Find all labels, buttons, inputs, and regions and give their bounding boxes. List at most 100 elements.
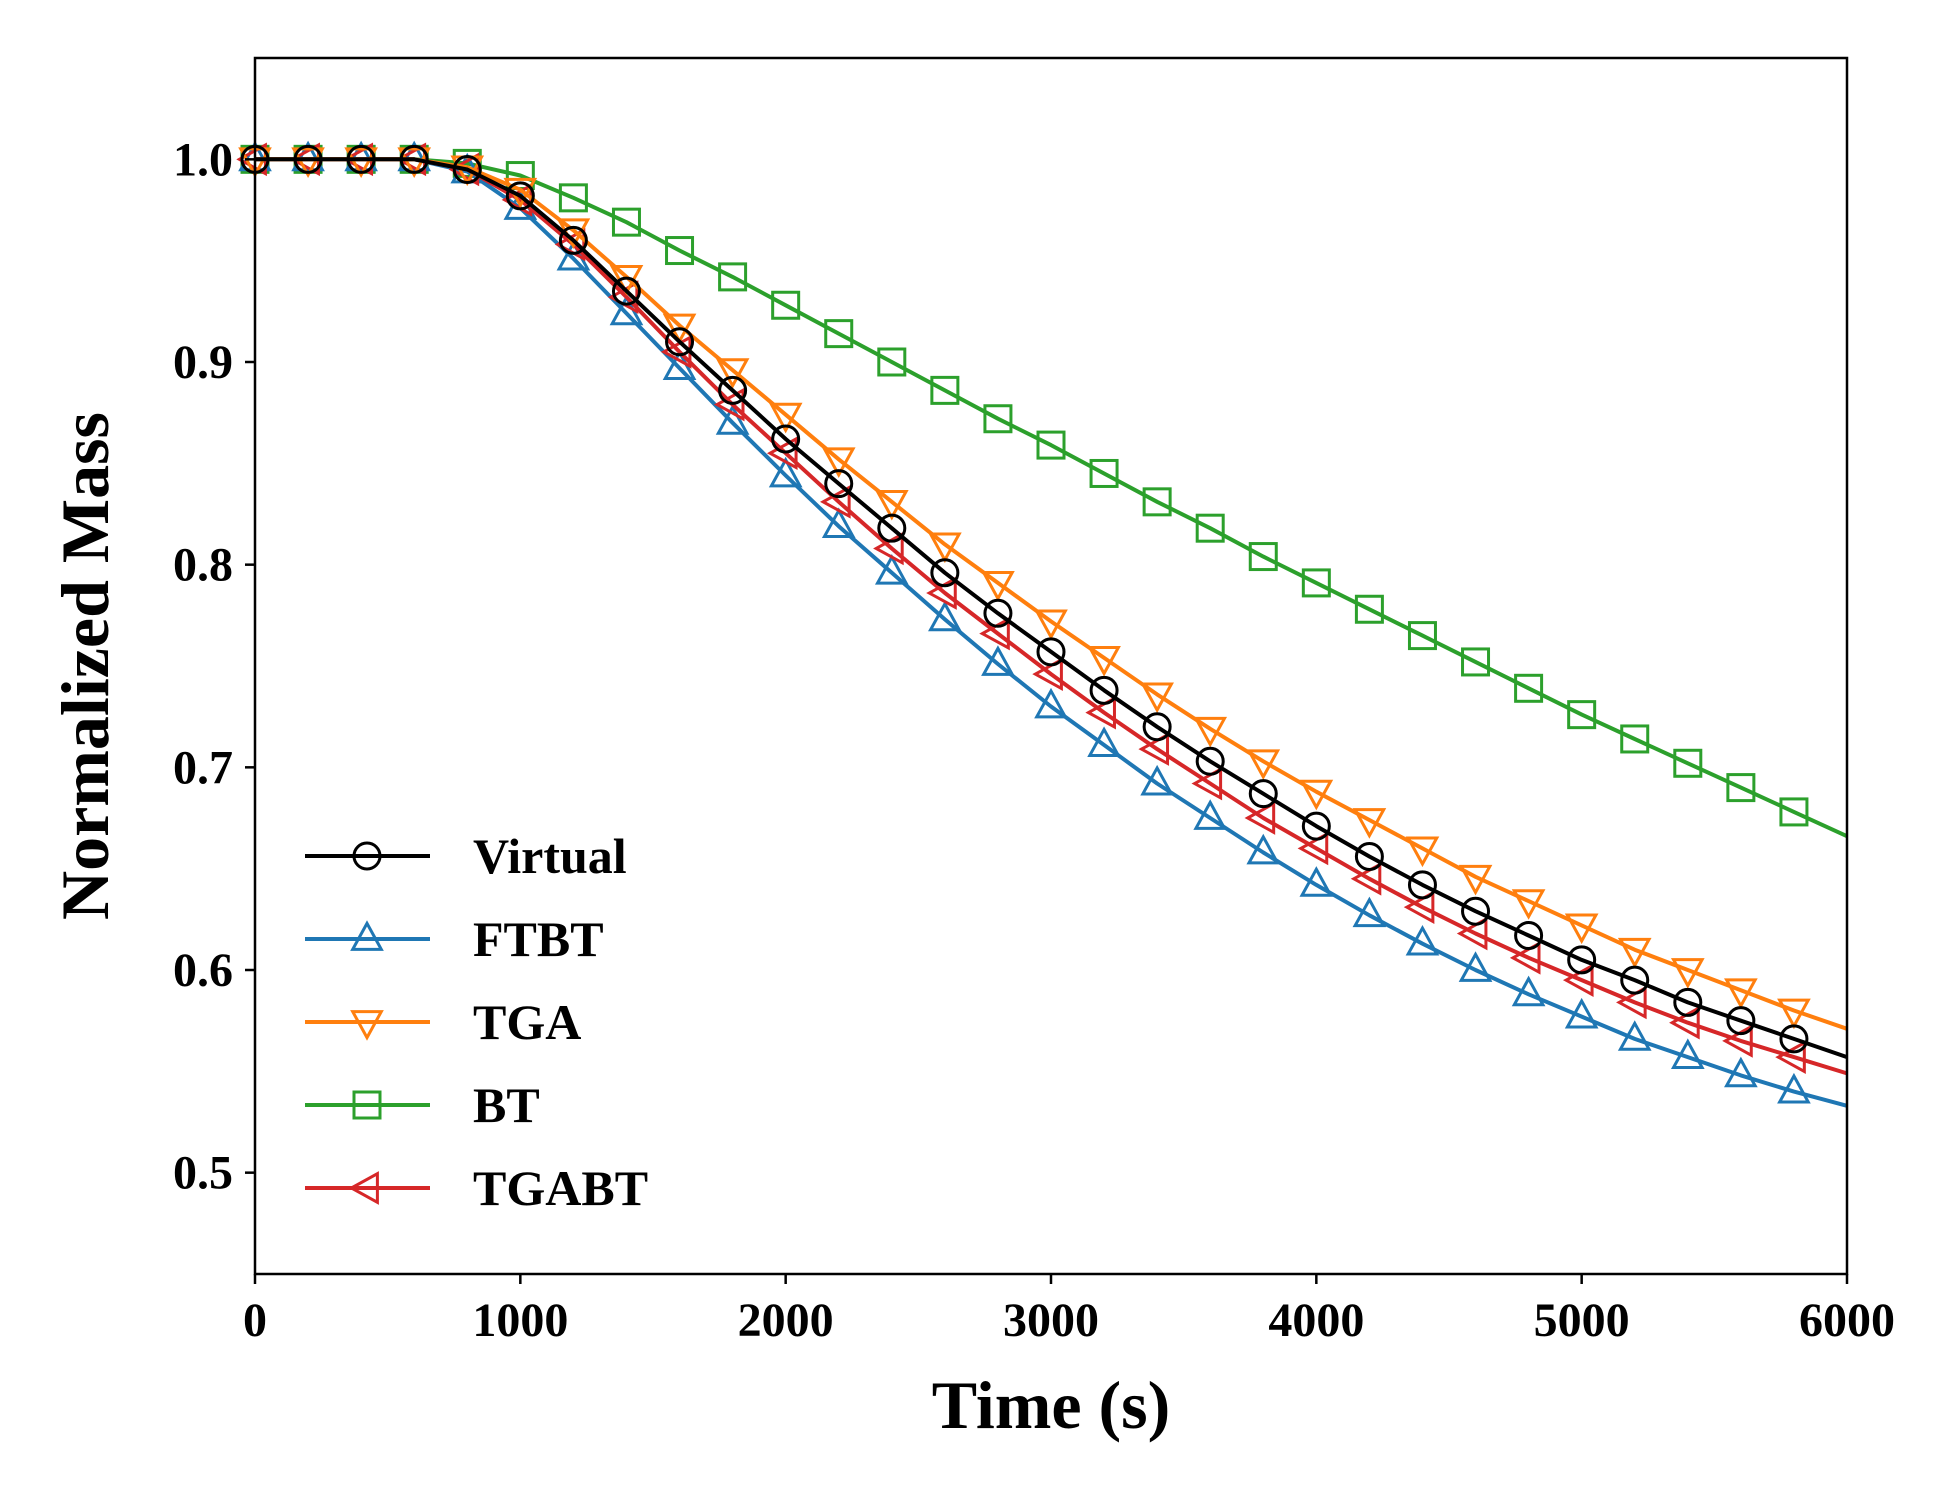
- marker-triangle-down: [662, 313, 697, 345]
- marker-square: [665, 236, 695, 266]
- marker-circle: [983, 598, 1013, 628]
- marker-circle: [1620, 965, 1650, 995]
- marker-triangle-up: [715, 404, 750, 435]
- marker-square: [1248, 542, 1278, 572]
- marker-square: [930, 375, 960, 405]
- marker-triangle-left: [766, 436, 798, 471]
- marker-circle: [352, 841, 382, 871]
- marker-triangle-down: [350, 1010, 384, 1041]
- marker-triangle-down: [821, 447, 856, 478]
- marker-circle: [930, 558, 960, 588]
- x-axis-title: Time (s): [932, 1367, 1171, 1443]
- marker-circle: [1195, 746, 1225, 776]
- marker-triangle-up: [1458, 951, 1493, 982]
- marker-square: [1726, 773, 1756, 803]
- marker-triangle-down: [1034, 609, 1068, 641]
- marker-triangle-left: [1138, 732, 1170, 766]
- x-tick-label: 5000: [1534, 1294, 1630, 1347]
- marker-triangle-left: [1456, 916, 1488, 951]
- marker-triangle-down: [1140, 682, 1174, 714]
- marker-circle: [1354, 842, 1384, 872]
- x-tick-label: 0: [243, 1294, 267, 1347]
- marker-circle: [346, 144, 376, 174]
- marker-triangle-up: [1617, 1020, 1652, 1051]
- y-tick-label: 1.0: [173, 133, 233, 186]
- marker-square: [1195, 513, 1225, 543]
- marker-triangle-left: [1297, 831, 1329, 866]
- legend-item-bt: BT: [305, 1077, 540, 1133]
- marker-triangle-up: [397, 140, 432, 172]
- marker-triangle-up: [291, 140, 325, 172]
- series-line-bt: [255, 157, 1848, 839]
- marker-triangle-down: [1458, 864, 1493, 896]
- series-line-tga: [255, 157, 1848, 1031]
- marker-triangle-up: [350, 920, 384, 951]
- marker-circle: [611, 276, 641, 306]
- marker-circle: [1089, 675, 1119, 705]
- marker-triangle-up: [1670, 1038, 1705, 1070]
- marker-triangle-left: [1191, 766, 1223, 801]
- marker-triangle-down: [768, 402, 803, 434]
- marker-triangle-down: [291, 147, 325, 179]
- marker-circle: [293, 144, 323, 174]
- x-tick-label: 6000: [1799, 1294, 1895, 1347]
- marker-square: [1673, 748, 1703, 778]
- marker-triangle-down: [1087, 645, 1121, 677]
- marker-triangle-left: [820, 485, 851, 519]
- y-tick-label: 0.9: [173, 336, 233, 389]
- marker-circle: [1779, 1024, 1809, 1054]
- y-tick-label: 0.6: [173, 944, 233, 997]
- marker-circle: [718, 375, 748, 405]
- marker-circle: [1301, 811, 1331, 841]
- marker-triangle-up: [1511, 975, 1546, 1007]
- marker-circle: [505, 181, 535, 211]
- marker-circle: [1407, 870, 1437, 900]
- marker-square: [1567, 700, 1597, 730]
- marker-circle: [1036, 637, 1066, 667]
- marker-triangle-down: [1299, 779, 1334, 811]
- series-virtual: [240, 144, 1848, 1059]
- marker-circle: [771, 424, 801, 454]
- marker-triangle-down: [1777, 998, 1811, 1030]
- marker-triangle-up: [1777, 1072, 1811, 1104]
- marker-triangle-up: [344, 140, 378, 172]
- marker-triangle-up: [1140, 764, 1174, 796]
- marker-square: [1620, 724, 1650, 754]
- x-tick-label: 2000: [738, 1294, 834, 1347]
- marker-triangle-left: [1032, 657, 1063, 691]
- x-tick-label: 1000: [472, 1294, 568, 1347]
- marker-triangle-down: [1193, 716, 1228, 748]
- marker-triangle-down: [715, 358, 750, 389]
- x-tick-label: 4000: [1268, 1294, 1364, 1347]
- marker-triangle-left: [1775, 1040, 1806, 1074]
- marker-triangle-up: [1246, 833, 1281, 865]
- marker-triangle-down: [1352, 808, 1387, 839]
- marker-triangle-up: [1034, 687, 1068, 719]
- legend-item-tgabt: TGABT: [305, 1160, 648, 1216]
- marker-square: [558, 183, 588, 213]
- marker-triangle-down: [1246, 749, 1281, 780]
- legend-item-ftbt: FTBT: [305, 911, 604, 967]
- series-line-virtual: [255, 157, 1848, 1059]
- legend-label: Virtual: [473, 828, 627, 884]
- marker-square: [1461, 647, 1491, 677]
- marker-square: [1142, 487, 1172, 517]
- series-line-tgabt: [255, 157, 1848, 1076]
- legend-label: BT: [473, 1077, 540, 1133]
- marker-triangle-up: [1193, 799, 1228, 830]
- marker-triangle-down: [874, 489, 909, 521]
- marker-triangle-down: [344, 147, 378, 179]
- marker-triangle-up: [1405, 924, 1440, 956]
- legend-item-tga: TGA: [305, 994, 581, 1050]
- legend-label: TGA: [473, 994, 581, 1050]
- marker-triangle-up: [928, 600, 962, 632]
- marker-triangle-up: [874, 554, 909, 585]
- marker-square: [771, 290, 801, 320]
- marker-square: [1036, 430, 1066, 460]
- marker-square: [1301, 568, 1331, 598]
- marker-circle: [824, 469, 854, 499]
- marker-triangle-down: [981, 571, 1015, 602]
